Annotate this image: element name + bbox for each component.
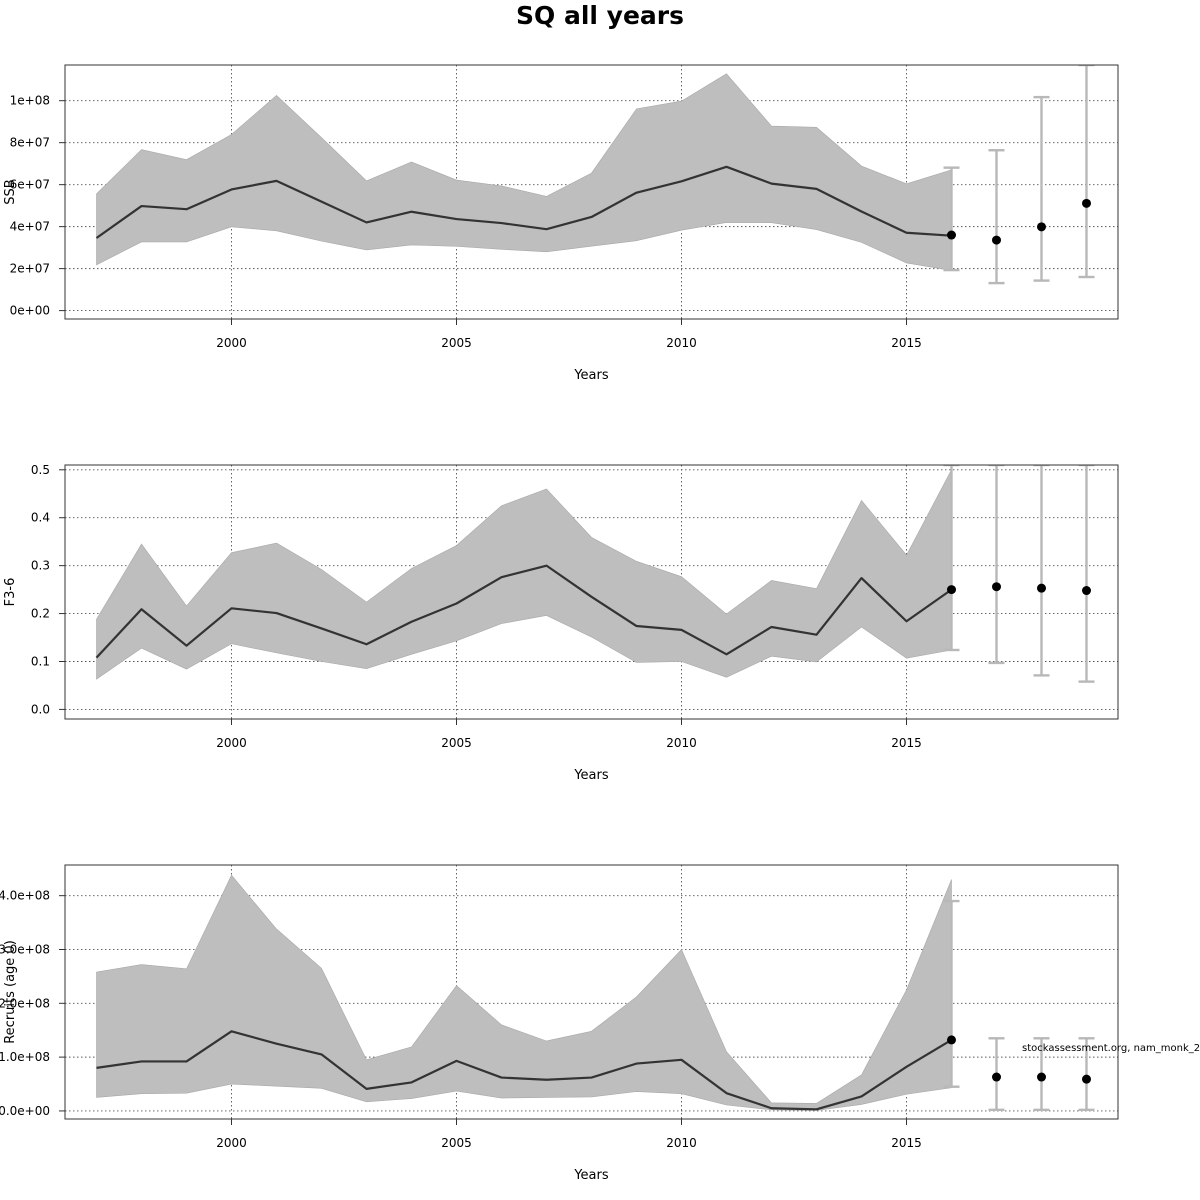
ssb-frame bbox=[64, 64, 1119, 320]
recruits-projection-point bbox=[1082, 1074, 1091, 1084]
recruits-y-tick-label: 0.0e+00 bbox=[0, 1104, 50, 1118]
fishing-mortality-y-axis-label: F3-6 bbox=[3, 578, 18, 607]
recruits-panel: 2000 2005 2010 2015 0.0e+00 1.0e+08 2.0e+08 3.0… bbox=[0, 864, 1119, 1183]
fishing-mortality-x-tick-label: 2005 bbox=[441, 736, 472, 750]
recruits-x-tick-label: 2005 bbox=[441, 1136, 472, 1150]
recruits-projection-point bbox=[992, 1072, 1001, 1082]
ssb-x-tick-label: 2015 bbox=[891, 336, 922, 350]
fishing-mortality-x-tick-label: 2010 bbox=[666, 736, 697, 750]
panels: 2000 2005 2010 2015 0e+00 2e+07 4e+07 6e+07 8e+0… bbox=[0, 64, 1119, 1183]
ssb-panel: 2000 2005 2010 2015 0e+00 2e+07 4e+07 6e+07 8e+0… bbox=[3, 64, 1119, 383]
fishing-mortality-y-tick-label: 0.5 bbox=[31, 463, 50, 477]
ssb-x-tick-label: 2000 bbox=[216, 336, 247, 350]
ssb-plot-area bbox=[65, 65, 1118, 319]
recruits-x-tick-label: 2015 bbox=[891, 1136, 922, 1150]
ssb-y-tick-label: 4e+07 bbox=[10, 220, 50, 234]
fishing-mortality-x-axis-label: Years bbox=[573, 768, 609, 783]
ssb-x-tick-label: 2010 bbox=[666, 336, 697, 350]
fishing-mortality-plot-area bbox=[65, 465, 1118, 719]
ssb-y-tick-label: 0e+00 bbox=[10, 304, 50, 318]
ssb-projection-point bbox=[947, 230, 956, 240]
credit-text: stockassessment.org, nam_monk_20 bbox=[1022, 1043, 1200, 1054]
fishing-mortality-projection-point bbox=[947, 585, 956, 595]
ssb-y-tick-label: 8e+07 bbox=[10, 136, 50, 150]
recruits-projection-point bbox=[947, 1035, 956, 1045]
fishing-mortality-projection-point bbox=[1082, 586, 1091, 596]
fishing-mortality-y-tick-label: 0.4 bbox=[31, 511, 50, 525]
ssb-projection-point bbox=[992, 235, 1001, 245]
fishing-mortality-y-tick-label: 0.0 bbox=[31, 702, 50, 716]
ssb-estimate-line bbox=[95, 165, 952, 239]
recruits-confidence-band bbox=[96, 874, 952, 1111]
chart-title: SQ all years bbox=[516, 1, 684, 30]
ssb-x-tick-label: 2005 bbox=[441, 336, 472, 350]
recruits-estimate-line bbox=[96, 1030, 953, 1111]
recruits-y-tick-label: 4.0e+08 bbox=[0, 889, 50, 903]
recruits-plot-area bbox=[65, 865, 1118, 1119]
fishing-mortality-y-tick-label: 0.2 bbox=[31, 607, 50, 621]
fishing-mortality-y-tick-label: 0.1 bbox=[31, 654, 50, 668]
fishing-mortality-x-tick-label: 2015 bbox=[891, 736, 922, 750]
fishing-mortality-projection-point bbox=[992, 582, 1001, 592]
recruits-y-tick-label: 3.0e+08 bbox=[0, 942, 50, 956]
ssb-y-tick-label: 2e+07 bbox=[10, 262, 50, 276]
recruits-y-axis-label: Recruits (age 0) bbox=[3, 940, 18, 1044]
fishing-mortality-frame bbox=[64, 464, 1119, 720]
recruits-y-tick-label: 1.0e+08 bbox=[0, 1050, 50, 1064]
ssb-x-axis-label: Years bbox=[573, 368, 609, 383]
ssb-y-tick-label: 1e+08 bbox=[10, 94, 50, 108]
ssb-y-axis-label: SSB bbox=[3, 179, 18, 204]
recruits-projection-point bbox=[1037, 1072, 1046, 1082]
recruits-y-tick-label: 2.0e+08 bbox=[0, 996, 50, 1010]
recruits-frame bbox=[64, 864, 1119, 1120]
recruits-x-axis-label: Years bbox=[573, 1168, 609, 1183]
fishing-mortality-panel: 2000 2005 2010 2015 0.0 0.1 0.2 0.3 0.4 0.5 Years F… bbox=[3, 463, 1119, 783]
ssb-projection-point bbox=[1037, 222, 1046, 232]
recruits-x-tick-label: 2010 bbox=[666, 1136, 697, 1150]
recruits-x-tick-label: 2000 bbox=[216, 1136, 247, 1150]
fishing-mortality-estimate-line bbox=[95, 564, 953, 659]
fishing-mortality-confidence-band bbox=[96, 469, 952, 680]
ssb-projection-point bbox=[1082, 198, 1091, 208]
fishing-mortality-y-tick-label: 0.3 bbox=[31, 559, 50, 573]
ssb-confidence-band bbox=[96, 73, 952, 271]
ssb-y-tick-label: 6e+07 bbox=[10, 178, 50, 192]
fishing-mortality-projection-point bbox=[1037, 583, 1046, 593]
fishing-mortality-x-tick-label: 2000 bbox=[216, 736, 247, 750]
